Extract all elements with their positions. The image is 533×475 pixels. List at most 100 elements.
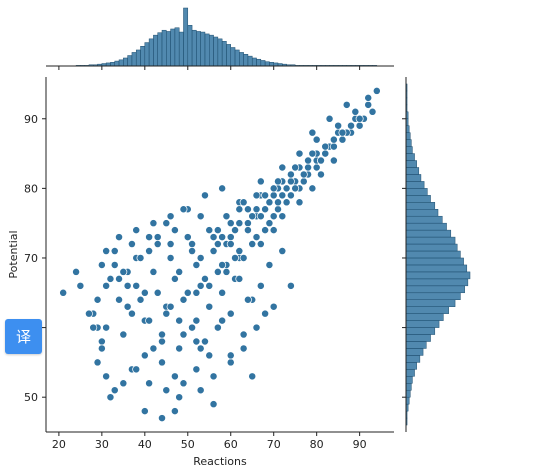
scatter-point	[222, 267, 231, 276]
scatter-point	[140, 351, 149, 360]
scatter-point	[158, 358, 166, 367]
scatter-point	[127, 240, 136, 249]
scatter-point	[256, 212, 265, 221]
scatter-point	[166, 302, 175, 311]
scatter-point	[338, 128, 347, 137]
scatter-point	[209, 372, 218, 381]
y-hist-bar	[405, 355, 421, 363]
scatter-point	[278, 191, 287, 200]
scatter-point	[347, 121, 355, 130]
x-hist-bar	[269, 62, 274, 67]
y-hist-bar	[405, 292, 461, 300]
scatter-point	[291, 184, 300, 193]
scatter-point	[132, 365, 141, 374]
x-hist-bar	[260, 60, 266, 67]
x-hist-bar	[243, 54, 249, 67]
scatter-point	[286, 177, 295, 186]
scatter-point	[252, 323, 261, 332]
y-hist-bar	[405, 202, 436, 210]
scatter-point	[179, 205, 188, 214]
x-hist-bar	[191, 29, 197, 67]
scatter-point	[119, 379, 128, 388]
scatter-point	[239, 254, 248, 262]
scatter-point	[274, 198, 282, 207]
scatter-point	[192, 288, 201, 297]
scatter-point	[205, 302, 214, 311]
translate-button[interactable]: 译	[5, 319, 42, 354]
x-hist-bar	[131, 52, 137, 67]
scatter-point	[342, 100, 351, 109]
scatter-point	[269, 226, 278, 235]
x-tick-label: 20	[52, 438, 66, 451]
x-tick-label: 60	[224, 438, 238, 451]
scatter-point	[59, 288, 68, 297]
scatter-point	[248, 212, 257, 221]
scatter-point	[119, 330, 128, 339]
x-hist-bar	[247, 55, 253, 67]
scatter-point	[325, 114, 334, 123]
scatter-point	[123, 281, 132, 290]
x-hist-bar	[204, 33, 210, 67]
scatter-point	[282, 198, 291, 207]
scatter-point	[321, 149, 330, 158]
scatter-point	[269, 184, 278, 193]
x-hist-bar	[221, 41, 227, 67]
y-hist-bar	[405, 264, 468, 273]
x-axis-label: Reactions	[193, 455, 247, 468]
scatter-point	[119, 267, 128, 276]
y-hist-bar	[405, 181, 425, 189]
scatter-point	[239, 198, 248, 207]
scatter-point	[252, 205, 261, 214]
scatter-point	[252, 233, 261, 242]
scatter-point	[145, 316, 154, 325]
scatter-point	[110, 260, 119, 269]
scatter-point	[166, 254, 175, 262]
scatter-point	[196, 254, 205, 262]
x-marginal-histogram	[46, 7, 394, 70]
scatter-point	[89, 323, 98, 332]
scatter-point	[299, 170, 308, 179]
x-hist-bar	[114, 60, 120, 67]
scatter-point	[308, 149, 317, 158]
scatter-point	[192, 337, 201, 346]
scatter-point	[278, 163, 287, 172]
x-hist-bar	[187, 25, 193, 67]
scatter-point	[282, 184, 291, 193]
scatter-point	[317, 156, 325, 165]
scatter-point	[115, 295, 123, 304]
scatter-point	[226, 358, 235, 367]
x-hist-bar	[200, 31, 206, 67]
scatter-point	[329, 156, 338, 165]
scatter-point	[317, 170, 325, 179]
x-tick-label: 80	[310, 438, 324, 451]
scatter-point	[299, 177, 308, 186]
scatter-point	[295, 149, 304, 158]
scatter-point	[162, 219, 171, 228]
scatter-point	[102, 281, 111, 290]
x-hist-bar	[144, 42, 150, 67]
y-hist-bar	[405, 167, 420, 175]
y-hist-bar	[405, 160, 417, 168]
scatter-point	[175, 344, 184, 353]
scatter-point	[93, 295, 102, 304]
scatter-point	[196, 344, 205, 353]
x-tick-label: 50	[181, 438, 195, 451]
scatter-point	[218, 260, 227, 269]
scatter-point	[304, 156, 313, 165]
x-hist-bar	[148, 38, 154, 67]
y-hist-bar	[405, 278, 469, 287]
scatter-point	[218, 184, 227, 193]
x-hist-bar	[196, 31, 201, 67]
scatter-point	[102, 372, 111, 381]
x-hist-bar	[135, 49, 141, 67]
scatter-point	[201, 191, 209, 200]
scatter-point	[170, 274, 179, 283]
scatter-point	[201, 274, 209, 283]
y-hist-bar	[405, 299, 456, 307]
scatter-point	[192, 260, 201, 269]
x-hist-bar	[174, 27, 180, 67]
scatter-point	[278, 212, 287, 221]
scatter-point	[248, 372, 257, 381]
scatter-point	[265, 219, 274, 228]
scatter-point	[110, 386, 119, 395]
